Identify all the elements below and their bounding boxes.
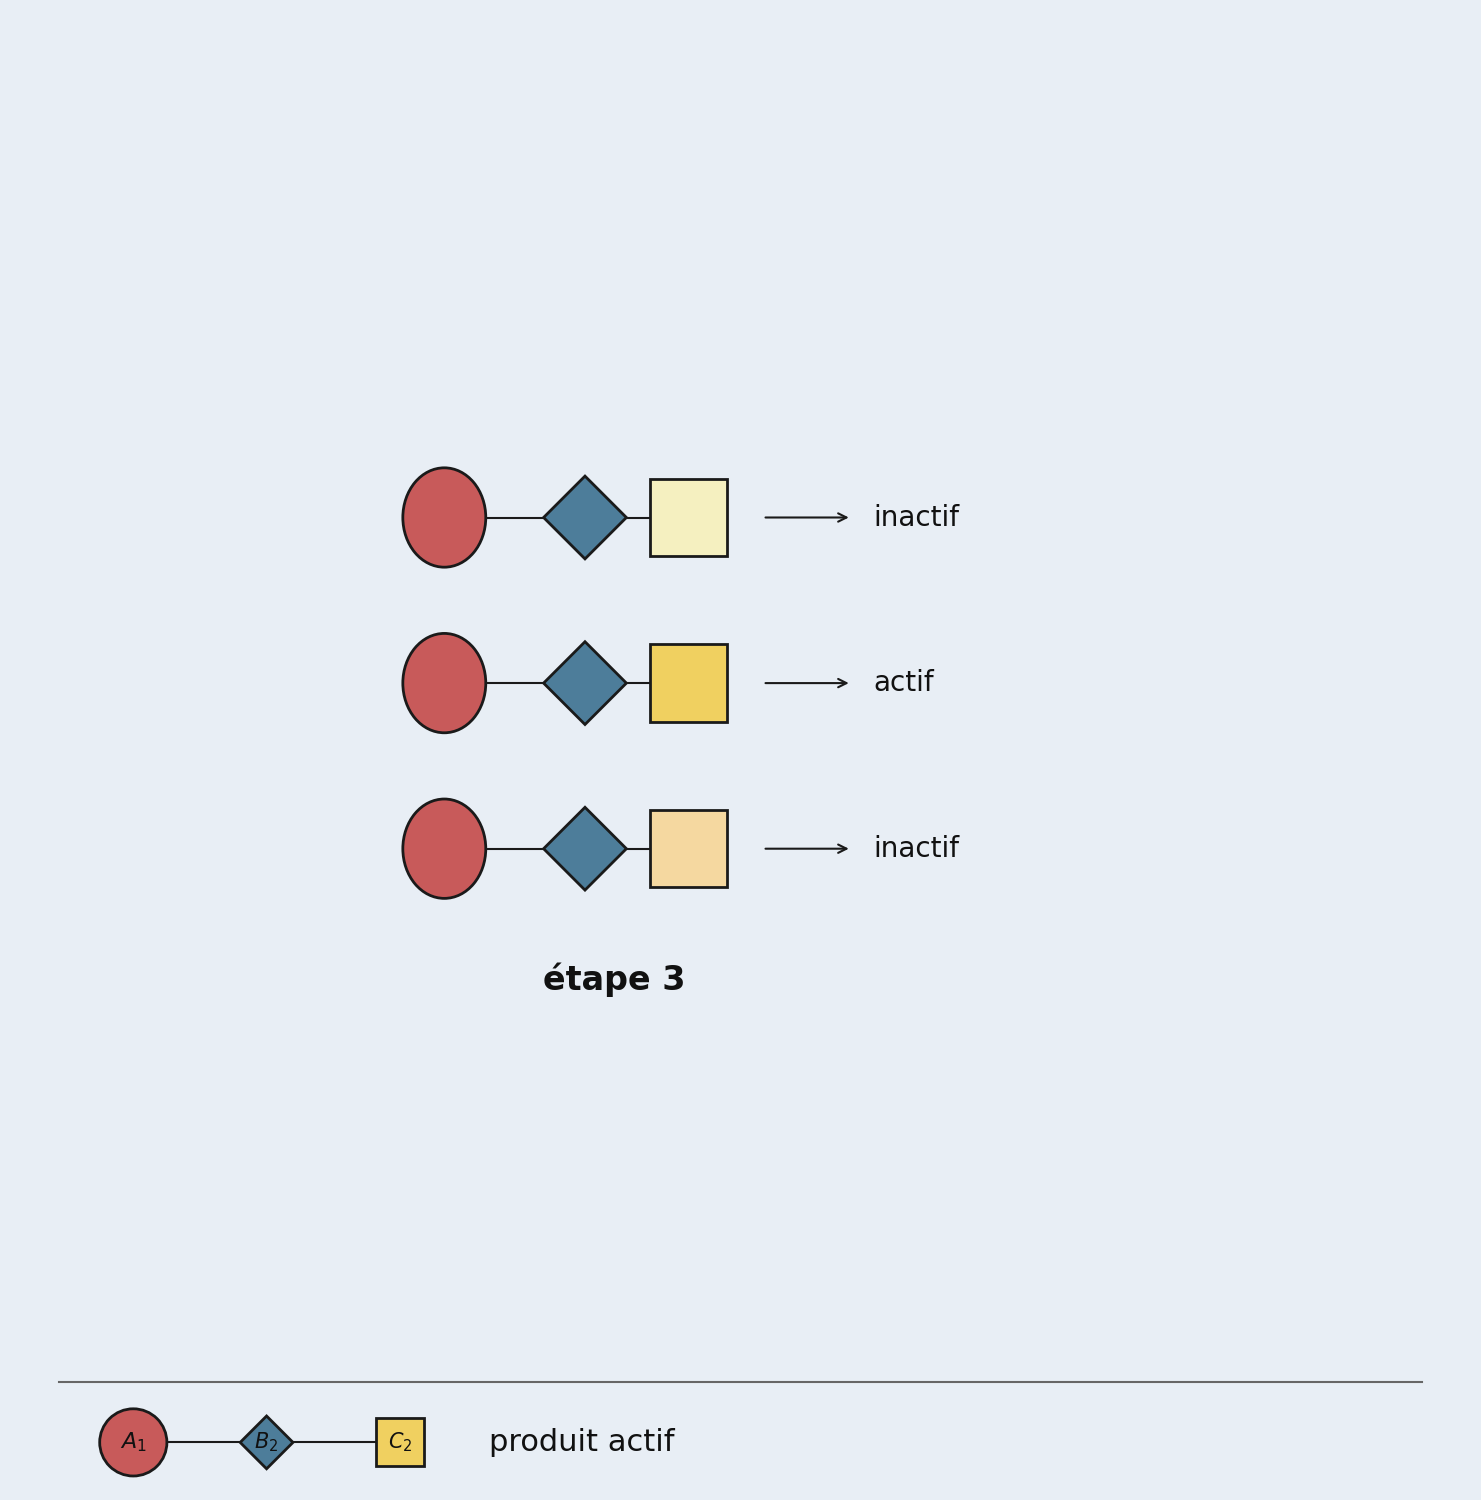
FancyBboxPatch shape bbox=[650, 645, 727, 722]
Text: étape 3: étape 3 bbox=[544, 963, 686, 998]
Polygon shape bbox=[544, 476, 626, 560]
Text: inactif: inactif bbox=[874, 834, 960, 862]
Text: $C_2$: $C_2$ bbox=[388, 1431, 412, 1454]
Text: inactif: inactif bbox=[874, 504, 960, 531]
Polygon shape bbox=[240, 1416, 293, 1468]
Polygon shape bbox=[544, 807, 626, 889]
Text: produit actif: produit actif bbox=[489, 1428, 674, 1456]
FancyBboxPatch shape bbox=[650, 810, 727, 888]
Ellipse shape bbox=[403, 633, 486, 734]
Text: actif: actif bbox=[874, 669, 935, 698]
Ellipse shape bbox=[403, 468, 486, 567]
FancyBboxPatch shape bbox=[650, 478, 727, 556]
Ellipse shape bbox=[403, 800, 486, 898]
FancyBboxPatch shape bbox=[376, 1419, 424, 1467]
Text: $B_2$: $B_2$ bbox=[255, 1431, 278, 1454]
Ellipse shape bbox=[99, 1408, 167, 1476]
Text: $A_1$: $A_1$ bbox=[120, 1431, 147, 1454]
Polygon shape bbox=[544, 642, 626, 724]
